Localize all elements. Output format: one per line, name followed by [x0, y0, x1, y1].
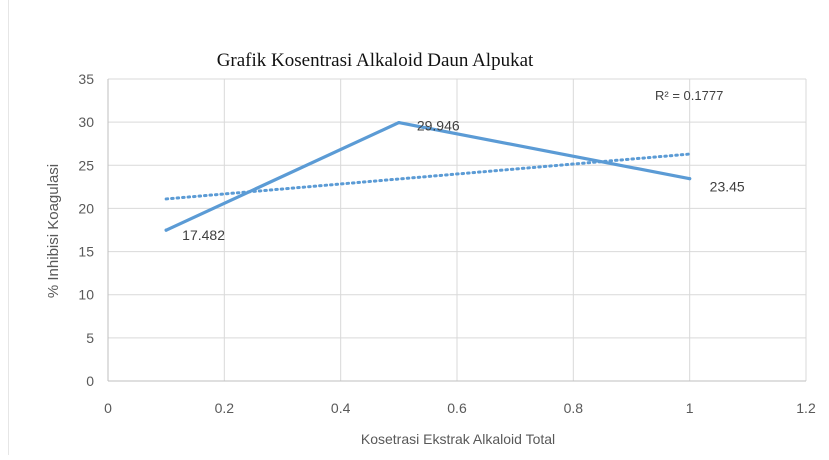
y-tick-label: 10 — [78, 287, 94, 303]
data-label: 29.946 — [417, 118, 460, 134]
data-point — [397, 121, 401, 125]
y-tick-label: 20 — [78, 200, 94, 216]
y-tick-label: 35 — [78, 71, 94, 87]
data-labels: 17.482 29.946 23.45 — [182, 118, 745, 244]
series-layer — [164, 121, 692, 232]
r-squared-label: R² = 0.1777 — [655, 88, 723, 103]
x-tick-label: 1.2 — [796, 400, 816, 416]
y-tick-label: 25 — [78, 157, 94, 173]
x-tick-label: 0 — [104, 400, 112, 416]
data-point — [688, 177, 692, 181]
y-tick-label: 30 — [78, 114, 94, 130]
y-tick-label: 5 — [86, 330, 94, 346]
x-tick-label: 1 — [686, 400, 694, 416]
data-label: 17.482 — [182, 227, 225, 243]
x-tick-label: 0.4 — [331, 400, 351, 416]
x-tick-label: 0.8 — [564, 400, 584, 416]
data-label: 23.45 — [710, 179, 745, 195]
x-tick-label: 0.6 — [447, 400, 467, 416]
x-tick-label: 0.2 — [215, 400, 235, 416]
axes: 0 5 10 15 20 25 30 35 0 0.2 0.4 0.6 0.8 1 1.2 — [78, 71, 816, 416]
y-tick-label: 0 — [86, 373, 94, 389]
x-axis-title: Kosetrasi Ekstrak Alkaloid Total — [361, 431, 555, 447]
left-border-line — [8, 0, 9, 455]
gridlines — [108, 78, 807, 381]
chart-title: Grafik Kosentrasi Alkaloid Daun Alpukat — [217, 50, 534, 71]
y-axis-title: % Inhibisi Koagulasi — [45, 164, 62, 298]
data-point — [164, 228, 168, 232]
y-tick-label: 15 — [78, 244, 94, 260]
